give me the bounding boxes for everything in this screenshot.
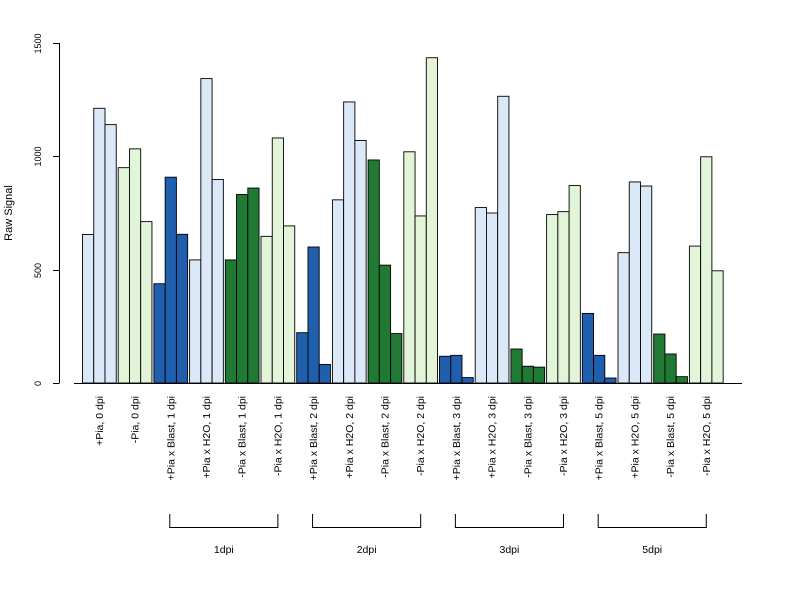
x-tick-label: +Pia x H2O, 5 dpi xyxy=(629,396,641,479)
bar xyxy=(581,312,594,384)
x-tick-label: -Pia x Blast, 5 dpi xyxy=(665,396,677,478)
bar xyxy=(688,245,702,384)
bar xyxy=(224,259,238,384)
y-tick-label: 1000 xyxy=(33,146,43,166)
bar xyxy=(664,353,677,384)
bar xyxy=(403,151,416,384)
bar xyxy=(510,348,523,384)
timepoint-label: 1dpi xyxy=(214,544,234,556)
bar xyxy=(343,101,356,384)
timepoint-bracket xyxy=(169,514,279,528)
bar xyxy=(296,332,309,384)
x-tick-label: -Pia x Blast, 2 dpi xyxy=(379,396,391,478)
bar xyxy=(425,57,438,384)
bar xyxy=(260,235,273,384)
bar xyxy=(200,78,213,384)
timepoint-bracket xyxy=(597,514,707,528)
bar xyxy=(331,199,345,384)
bar xyxy=(675,376,688,384)
bar xyxy=(640,185,653,384)
bar xyxy=(307,246,320,384)
bar xyxy=(354,140,367,384)
bar xyxy=(390,333,403,384)
x-tick-label: -Pia x H2O, 1 dpi xyxy=(272,396,284,476)
x-tick-label: +Pia x Blast, 1 dpi xyxy=(165,396,177,480)
bar xyxy=(175,233,189,384)
y-tick-label: 500 xyxy=(33,263,43,278)
bar xyxy=(247,187,260,384)
bar xyxy=(546,214,559,384)
timepoint-brackets: 1dpi 2dpi 3dpi 5dpi xyxy=(169,514,707,556)
x-tick-label: +Pia x Blast, 3 dpi xyxy=(451,396,463,480)
bar xyxy=(367,159,380,384)
y-axis-label: Raw Signal xyxy=(3,185,15,241)
bar xyxy=(82,234,95,384)
bar xyxy=(450,354,463,384)
bar xyxy=(497,95,510,384)
bar xyxy=(628,181,641,384)
bar xyxy=(117,167,130,384)
y-tick-label: 1500 xyxy=(33,33,43,53)
bar xyxy=(153,283,166,384)
bar xyxy=(128,148,142,384)
x-tick-label: +Pia x Blast, 5 dpi xyxy=(594,396,606,480)
bar xyxy=(140,221,153,384)
timepoint-label: 5dpi xyxy=(642,544,662,556)
bar xyxy=(711,270,724,384)
bar xyxy=(521,365,534,384)
bar xyxy=(474,207,487,384)
bar xyxy=(617,252,630,384)
bar xyxy=(164,176,177,384)
bar xyxy=(532,366,546,384)
bar xyxy=(318,363,331,384)
x-tick-label: +Pia x H2O, 3 dpi xyxy=(487,396,499,479)
bar xyxy=(568,185,581,384)
x-tick-label: +Pia, 0 dpi xyxy=(94,396,106,446)
bar xyxy=(189,259,202,384)
y-tick-label: 0 xyxy=(33,381,43,386)
bar xyxy=(283,225,296,384)
x-tick-label: -Pia x H2O, 5 dpi xyxy=(701,396,713,476)
x-axis: +Pia, 0 dpi -Pia, 0 dpi +Pia x Blast, 1 dp… xyxy=(74,383,742,480)
bar xyxy=(557,211,570,384)
x-tick-label: +Pia x H2O, 1 dpi xyxy=(201,396,213,479)
y-axis: Raw Signal 0 500 1000 1500 xyxy=(3,33,60,386)
x-tick-label: +Pia x H2O, 2 dpi xyxy=(344,396,356,479)
timepoint-label: 3dpi xyxy=(499,544,519,556)
x-tick-label: -Pia x Blast, 3 dpi xyxy=(522,396,534,478)
x-tick-label: +Pia x Blast, 2 dpi xyxy=(308,396,320,480)
bar xyxy=(378,264,392,384)
x-tick-label: -Pia x Blast, 1 dpi xyxy=(237,396,249,478)
bar xyxy=(93,107,106,384)
x-tick-label: -Pia x H2O, 3 dpi xyxy=(558,396,570,476)
timepoint-label: 2dpi xyxy=(357,544,377,556)
bar xyxy=(593,354,606,384)
bar xyxy=(236,193,249,384)
bar xyxy=(104,124,117,384)
timepoint-bracket xyxy=(312,514,422,528)
plot-area xyxy=(82,57,724,384)
bar xyxy=(271,137,284,384)
timepoint-bracket xyxy=(454,514,564,528)
bar xyxy=(461,377,474,384)
bar xyxy=(486,212,499,384)
bar xyxy=(653,333,666,384)
x-tick-label: -Pia x H2O, 2 dpi xyxy=(415,396,427,476)
x-tick-label: -Pia, 0 dpi xyxy=(130,396,142,443)
bar xyxy=(700,156,713,384)
bar xyxy=(414,215,427,384)
bar xyxy=(211,179,224,384)
bar xyxy=(604,377,617,384)
bar xyxy=(439,355,452,384)
